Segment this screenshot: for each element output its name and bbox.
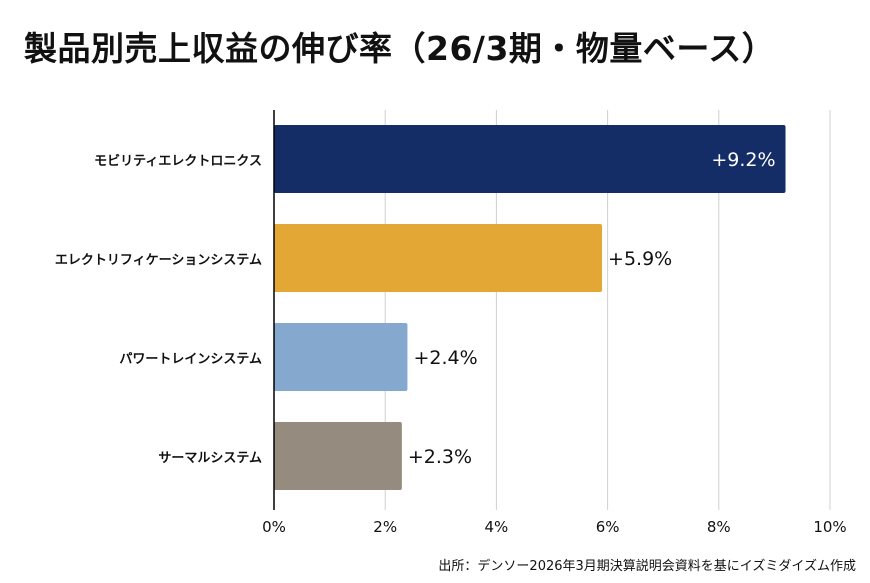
category-label: エレクトリフィケーションシステム (55, 253, 262, 268)
data-label: +5.9% (608, 248, 672, 270)
category-label: パワートレインシステム (119, 352, 262, 367)
bar (274, 323, 408, 391)
data-label: +2.4% (413, 347, 477, 369)
x-tick-label: 10% (813, 518, 846, 536)
bars (274, 125, 786, 490)
bar (274, 422, 402, 490)
x-tick-label: 0% (262, 518, 286, 536)
data-label: +2.3% (408, 446, 472, 468)
category-label: モビリティエレクトロニクス (94, 153, 262, 169)
x-tick-label: 6% (596, 518, 620, 536)
source-note: 出所：デンソー2026年3月期決算説明会資料を基にイズミダイズム作成 (438, 559, 856, 574)
x-tick-label: 8% (707, 518, 731, 536)
x-tick-labels: 0% 2% 4% 6% 8% 10% (262, 518, 847, 536)
data-label: +9.2% (711, 149, 775, 171)
x-tick-label: 2% (373, 518, 397, 536)
x-tick-label: 4% (485, 518, 509, 536)
category-label: サーマルシステム (158, 451, 262, 466)
bar (274, 125, 786, 193)
chart-title: 製品別売上収益の伸び率（26/3期・物量ベース） (24, 29, 776, 68)
bar (274, 224, 603, 292)
category-labels: モビリティエレクトロニクス +9.2% エレクトリフィケーションシステム +5.9% パ… (55, 149, 776, 468)
